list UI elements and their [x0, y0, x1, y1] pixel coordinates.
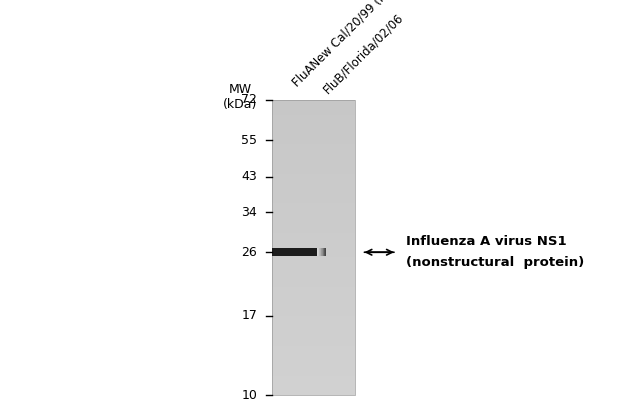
Bar — [272, 356, 355, 361]
Bar — [272, 390, 355, 395]
Bar — [317, 248, 318, 256]
Bar — [323, 248, 324, 256]
Bar — [272, 267, 355, 272]
Bar — [272, 282, 355, 287]
Bar — [272, 262, 355, 267]
Bar — [319, 248, 321, 256]
Bar — [324, 248, 326, 256]
Bar — [272, 218, 355, 223]
Bar — [272, 134, 355, 139]
Bar — [272, 129, 355, 134]
Text: 34: 34 — [241, 206, 257, 218]
Bar — [272, 292, 355, 297]
Bar — [272, 253, 355, 258]
Bar — [272, 317, 355, 321]
Bar — [272, 144, 355, 149]
Bar — [272, 341, 355, 346]
Bar — [272, 164, 355, 169]
Bar — [321, 248, 322, 256]
Bar — [272, 233, 355, 238]
Bar — [324, 248, 325, 256]
Bar — [326, 248, 327, 256]
Bar — [272, 376, 355, 380]
Bar — [317, 248, 319, 256]
Bar — [272, 243, 355, 248]
Bar — [272, 188, 355, 193]
Bar — [272, 100, 355, 105]
Bar — [272, 169, 355, 174]
Bar — [272, 371, 355, 376]
Text: FluANew Cal/20/99 (H1N1): FluANew Cal/20/99 (H1N1) — [291, 0, 411, 89]
Bar — [272, 307, 355, 312]
Text: 26: 26 — [241, 246, 257, 259]
Bar — [272, 361, 355, 366]
Bar — [272, 336, 355, 341]
Bar — [272, 183, 355, 188]
Bar — [272, 149, 355, 154]
Bar — [272, 208, 355, 213]
Bar — [272, 312, 355, 317]
Bar — [272, 380, 355, 385]
Bar — [272, 213, 355, 218]
Bar — [318, 248, 319, 256]
Bar — [272, 193, 355, 198]
Bar — [272, 173, 355, 178]
Bar — [272, 203, 355, 208]
Bar — [272, 114, 355, 119]
Text: Influenza A virus NS1: Influenza A virus NS1 — [406, 235, 567, 248]
Bar — [272, 228, 355, 233]
Bar — [272, 223, 355, 228]
Bar — [272, 366, 355, 371]
Bar — [272, 248, 355, 253]
Bar — [323, 248, 324, 256]
Bar — [321, 248, 323, 256]
Bar — [319, 248, 320, 256]
Bar — [272, 139, 355, 144]
Bar — [272, 272, 355, 277]
Bar — [272, 287, 355, 292]
Bar — [272, 178, 355, 183]
Text: FluB/Florida/02/06: FluB/Florida/02/06 — [321, 10, 406, 96]
Bar — [272, 238, 355, 243]
Bar — [272, 297, 355, 302]
Bar — [272, 105, 355, 110]
Bar — [272, 277, 355, 282]
Bar — [272, 331, 355, 336]
Bar — [272, 258, 355, 262]
Text: (nonstructural  protein): (nonstructural protein) — [406, 256, 585, 269]
Bar — [272, 159, 355, 164]
Bar — [325, 248, 326, 256]
Text: 72: 72 — [241, 93, 257, 106]
Bar — [272, 326, 355, 331]
Bar — [322, 248, 323, 256]
Bar — [272, 248, 326, 256]
Bar — [272, 351, 355, 356]
Text: 17: 17 — [241, 310, 257, 322]
Bar — [272, 154, 355, 159]
Bar — [272, 100, 355, 395]
Bar — [272, 124, 355, 129]
Text: MW
(kDa): MW (kDa) — [223, 83, 257, 111]
Bar — [272, 346, 355, 351]
Bar — [272, 110, 355, 114]
Bar — [320, 248, 321, 256]
Text: 43: 43 — [241, 171, 257, 183]
Text: 10: 10 — [241, 389, 257, 402]
Text: 55: 55 — [241, 134, 257, 146]
Bar — [272, 302, 355, 307]
Bar — [272, 198, 355, 203]
Bar — [272, 321, 355, 326]
Bar — [272, 119, 355, 124]
Bar — [272, 385, 355, 390]
